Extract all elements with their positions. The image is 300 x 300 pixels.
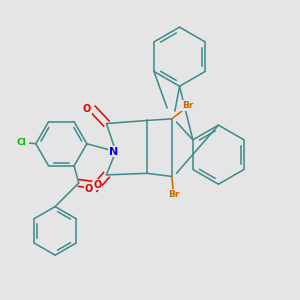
- Text: Br: Br: [182, 101, 193, 110]
- Text: O: O: [84, 184, 92, 194]
- Text: O: O: [93, 179, 102, 190]
- Text: N: N: [109, 147, 118, 157]
- Text: O: O: [83, 103, 91, 114]
- Text: Cl: Cl: [17, 138, 27, 147]
- Text: Br: Br: [168, 190, 179, 199]
